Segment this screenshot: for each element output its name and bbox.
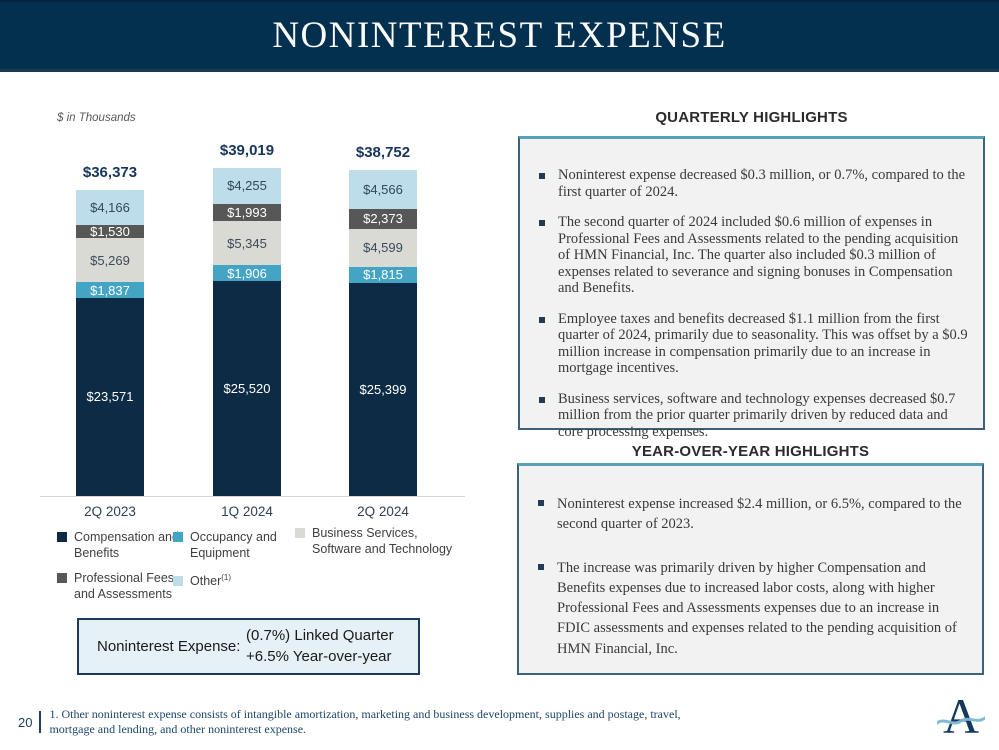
bullet-marker-icon (539, 396, 545, 403)
bullet-marker-icon (538, 500, 544, 506)
bar-total-label: $38,752 (355, 144, 411, 162)
bullet-text: Business services, software and technolo… (558, 390, 956, 440)
yoy-highlights-title: YEAR-OVER-YEAR HIGHLIGHTS (631, 443, 870, 460)
legend-swatch-occupancy (173, 532, 183, 542)
bar-segment: $4,255 (213, 168, 281, 204)
legend-swatch-business-services (295, 528, 305, 538)
yoy-highlights-box: Noninterest expense increased $2.4 milli… (517, 463, 984, 675)
summary-year-over-year: +6.5% Year-over-year (246, 647, 392, 665)
highlight-bullet: Business services, software and technolo… (539, 391, 969, 441)
bar-segment: $1,906 (213, 265, 281, 282)
chart-units-note: $ in Thousands (57, 112, 136, 124)
summary-label: Noninterest Expense: (97, 638, 241, 655)
company-logo-icon: A (935, 688, 987, 744)
highlight-bullet: The increase was primarily driven by hig… (538, 558, 968, 659)
legend-item-compensation: Compensation and Benefits (57, 529, 185, 561)
bar-segment: $1,815 (349, 267, 417, 283)
legend-item-professional-fees: Professional Fees and Assessments (57, 570, 192, 602)
footer: 20 1. Other noninterest expense consists… (18, 707, 689, 738)
bullet-marker-icon (539, 316, 545, 323)
bar-segment: $2,373 (349, 208, 417, 229)
x-axis-category-label: 1Q 2024 (221, 504, 273, 519)
highlight-bullet: Noninterest expense increased $2.4 milli… (538, 494, 968, 535)
x-axis-category-label: 2Q 2024 (357, 504, 409, 519)
bullet-marker-icon (539, 220, 545, 227)
bar-segment: $4,166 (76, 190, 144, 226)
highlight-bullet: Noninterest expense decreased $0.3 milli… (539, 167, 969, 200)
slide-header: NONINTEREST EXPENSE (0, 0, 999, 72)
quarterly-highlights-box: Noninterest expense decreased $0.3 milli… (518, 136, 985, 440)
bar-segment: $5,345 (213, 220, 281, 266)
legend-swatch-professional-fees (57, 573, 67, 583)
noninterest-expense-summary-box: Noninterest Expense: (0.7%) Linked Quart… (77, 618, 420, 675)
bar-segment: $25,520 (213, 281, 281, 496)
logo-wave-icon (937, 716, 985, 725)
page-number: 20 (18, 714, 33, 730)
bar-segment: $1,993 (213, 203, 281, 221)
bullet-text: Employee taxes and benefits decreased $1… (558, 310, 968, 377)
x-axis-line (40, 496, 465, 497)
legend-item-occupancy: Occupancy and Equipment (173, 529, 285, 561)
footer-divider (39, 711, 42, 734)
footnote-reference: (1) (221, 573, 232, 582)
bar-total-label: $39,019 (219, 142, 275, 160)
bar-1q-2024: $39,019 $25,520 $1,906 $5,345 $1,993 $4,255 1Q… (213, 142, 281, 519)
bar-segment: $1,837 (76, 282, 144, 298)
slide-title: NONINTEREST EXPENSE (272, 15, 727, 56)
bar-2q-2023: $36,373 $23,571 $1,837 $5,269 $1,530 $4,166 2Q… (76, 164, 144, 519)
summary-change: (0.7%) Linked Quarter +6.5% Year-over-ye… (246, 626, 418, 667)
bar-2q-2024: $38,752 $25,399 $1,815 $4,599 $2,373 $4,566 2Q… (349, 144, 417, 519)
highlight-bullet: The second quarter of 2024 included $0.6… (539, 214, 969, 297)
bullet-text: Noninterest expense increased $2.4 milli… (557, 496, 962, 533)
stacked-bar-chart: $36,373 $23,571 $1,837 $5,269 $1,530 $4,166 2Q… (40, 117, 465, 519)
legend-item-business-services: Business Services, Software and Technolo… (295, 525, 470, 557)
bar-segment: $4,566 (349, 170, 417, 209)
bar-segment: $5,269 (76, 238, 144, 283)
highlight-bullet: Employee taxes and benefits decreased $1… (539, 311, 969, 377)
legend-swatch-other (173, 576, 183, 586)
x-axis-category-label: 2Q 2023 (84, 504, 136, 519)
summary-linked-quarter: (0.7%) Linked Quarter (246, 627, 394, 645)
bullet-text: Noninterest expense decreased $0.3 milli… (558, 167, 966, 200)
bar-segment: $4,599 (349, 228, 417, 268)
bullet-text: The second quarter of 2024 included $0.6… (558, 214, 959, 297)
bullet-marker-icon (538, 563, 544, 570)
bar-segment: $1,530 (76, 224, 144, 239)
bar-segment: $23,571 (76, 297, 144, 496)
bar-total-label: $36,373 (82, 164, 138, 182)
legend-swatch-compensation (57, 532, 67, 542)
bar-segment: $25,399 (349, 282, 417, 496)
bullet-marker-icon (539, 173, 545, 179)
quarterly-highlights-title: QUARTERLY HIGHLIGHTS (655, 109, 848, 126)
bullet-text: The increase was primarily driven by hig… (557, 559, 957, 657)
footnote-text: 1. Other noninterest expense consists of… (49, 706, 681, 737)
legend-item-other: Other(1) (173, 573, 263, 589)
